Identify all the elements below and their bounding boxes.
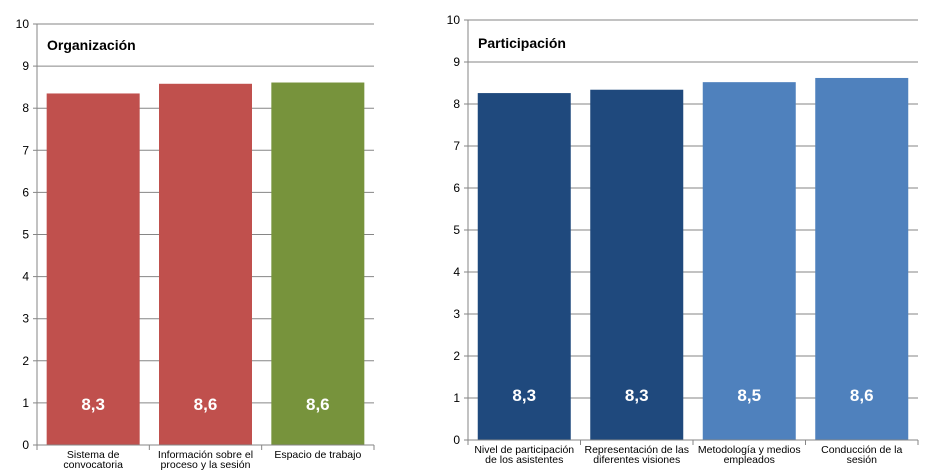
bar [590, 89, 684, 440]
y-tick-label: 8 [22, 101, 29, 115]
y-tick-label: 6 [22, 185, 29, 199]
chart-title: Participación [478, 35, 566, 51]
chart-1: 0 1 2 3 4 5 6 7 8 9 10 8,3 8,6 8,6 Sistema de convocato… [16, 17, 375, 471]
chart-title: Organización [47, 37, 136, 53]
bar [702, 82, 796, 440]
y-tick-label: 10 [447, 13, 461, 27]
x-tick-label: Conducción de la sesión [821, 444, 902, 466]
data-label: 8,6 [306, 395, 330, 414]
x-tick-label: Representación de las diferentes visiones [585, 444, 689, 466]
y-tick-label: 8 [453, 97, 460, 111]
y-tick-label: 9 [22, 59, 29, 73]
x-tick-label: Sistema de convocatoria [63, 449, 123, 471]
data-label: 8,3 [81, 395, 105, 414]
y-tick-label: 1 [453, 391, 460, 405]
y-tick-label: 7 [453, 139, 460, 153]
chart-2: 0 1 2 3 4 5 6 7 8 9 10 8,3 8,3 8,5 8,6 Nivel de partici… [447, 13, 919, 466]
y-tick-label: 3 [22, 312, 29, 326]
data-label: 8,3 [512, 386, 536, 405]
data-label: 8,3 [625, 386, 649, 405]
data-label: 8,6 [194, 395, 218, 414]
y-tick-label: 1 [22, 396, 29, 410]
y-tick-label: 4 [22, 270, 29, 284]
y-tick-label: 7 [22, 143, 29, 157]
y-tick-label: 3 [453, 307, 460, 321]
bar [159, 83, 252, 446]
y-tick-label: 9 [453, 55, 460, 69]
y-tick-label: 5 [22, 228, 29, 242]
x-tick-label: Nivel de participación de los asistentes [474, 444, 574, 466]
y-tick-label: 4 [453, 265, 460, 279]
y-tick-label: 2 [453, 349, 460, 363]
y-tick-label: 10 [16, 17, 30, 31]
bar [46, 93, 140, 445]
bar [271, 82, 365, 446]
bar [477, 93, 571, 440]
y-tick-label: 2 [22, 354, 29, 368]
y-tick-label: 6 [453, 181, 460, 195]
x-tick-label: Espacio de trabajo [274, 449, 361, 461]
y-tick-label: 0 [22, 438, 29, 452]
bar [815, 77, 909, 441]
data-label: 8,6 [850, 386, 874, 405]
x-tick-label: Información sobre el proceso y la sesión [158, 449, 253, 471]
data-label: 8,5 [737, 386, 761, 405]
y-tick-label: 0 [453, 433, 460, 447]
x-tick-label: Metodología y medios empleados [698, 444, 801, 466]
y-tick-label: 5 [453, 223, 460, 237]
